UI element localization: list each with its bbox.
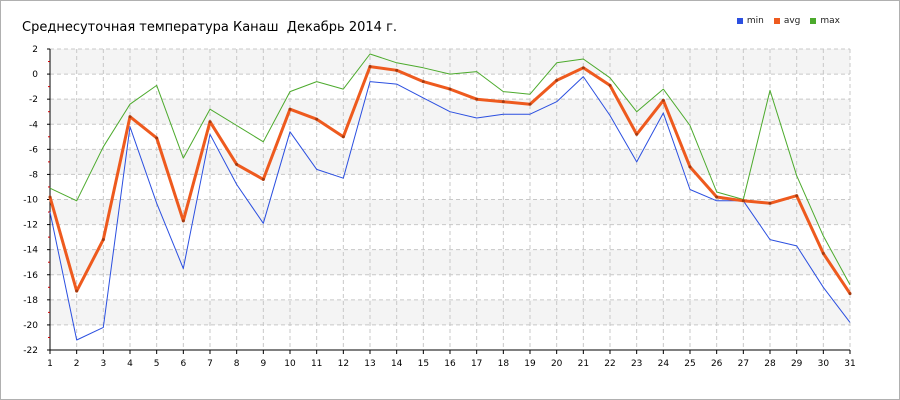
data-point-avg — [181, 219, 185, 223]
data-point-avg — [395, 68, 399, 72]
data-point-avg — [821, 251, 825, 255]
x-tick-label: 28 — [764, 359, 776, 369]
x-tick-label: 10 — [284, 359, 296, 369]
data-point-avg — [581, 66, 585, 70]
x-tick-label: 26 — [711, 359, 723, 369]
x-tick-label: 2 — [74, 359, 80, 369]
y-tick-label: -20 — [23, 321, 38, 331]
data-point-avg — [448, 87, 452, 91]
y-tick-label: -22 — [23, 346, 38, 356]
x-tick-label: 19 — [524, 359, 536, 369]
data-point-avg — [661, 98, 665, 102]
data-point-avg — [715, 195, 719, 199]
y-tick-label: -12 — [23, 221, 38, 231]
data-point-avg — [635, 132, 639, 136]
data-point-avg — [288, 107, 292, 111]
data-point-avg — [741, 199, 745, 203]
data-point-avg — [368, 65, 372, 69]
x-tick-label: 12 — [338, 359, 349, 369]
legend-item-min: min — [736, 16, 764, 26]
y-tick-label: -2 — [29, 95, 38, 105]
data-point-avg — [101, 238, 105, 242]
data-point-avg — [475, 97, 479, 101]
y-tick-label: -14 — [23, 246, 38, 256]
data-point-avg — [208, 120, 212, 124]
data-point-avg — [795, 194, 799, 198]
x-tick-label: 23 — [631, 359, 642, 369]
data-point-avg — [501, 100, 505, 104]
data-point-avg — [75, 289, 79, 293]
data-point-avg — [315, 117, 319, 121]
data-point-avg — [128, 115, 132, 119]
x-tick-label: 13 — [364, 359, 375, 369]
grid-band — [50, 49, 850, 75]
y-tick-label: 2 — [32, 45, 38, 55]
data-point-avg — [48, 195, 52, 199]
x-tick-label: 20 — [551, 359, 563, 369]
x-tick-label: 31 — [844, 359, 855, 369]
y-tick-label: -16 — [23, 271, 38, 281]
x-tick-label: 18 — [498, 359, 510, 369]
legend-label-max: max — [820, 16, 840, 26]
legend-label-min: min — [746, 16, 764, 26]
data-point-avg — [528, 102, 532, 106]
x-tick-label: 24 — [658, 359, 670, 369]
x-tick-label: 29 — [791, 359, 803, 369]
data-point-avg — [155, 136, 159, 140]
x-tick-label: 14 — [391, 359, 403, 369]
legend-item-max: max — [810, 16, 840, 26]
data-point-avg — [848, 292, 852, 296]
data-point-avg — [421, 80, 425, 84]
x-tick-label: 4 — [127, 359, 133, 369]
data-point-avg — [555, 78, 559, 82]
x-tick-label: 25 — [684, 359, 695, 369]
data-point-avg — [608, 83, 612, 87]
legend: min avg max — [736, 16, 840, 26]
x-tick-label: 3 — [100, 359, 106, 369]
y-tick-label: -8 — [29, 170, 38, 180]
x-tick-label: 6 — [180, 359, 186, 369]
x-tick-label: 27 — [738, 359, 749, 369]
x-tick-label: 5 — [154, 359, 160, 369]
legend-swatch-avg — [773, 18, 780, 24]
x-tick-label: 15 — [418, 359, 429, 369]
y-tick-label: -4 — [29, 120, 38, 130]
y-tick-label: 0 — [32, 70, 38, 80]
y-tick-label: -6 — [29, 145, 38, 155]
x-tick-label: 8 — [234, 359, 240, 369]
series-line-min — [49, 76, 851, 341]
data-point-avg — [688, 165, 692, 169]
legend-label-avg: avg — [783, 16, 801, 26]
data-point-avg — [261, 177, 265, 181]
x-tick-label: 22 — [604, 359, 615, 369]
x-tick-label: 7 — [207, 359, 213, 369]
series-line-max — [49, 53, 851, 286]
legend-swatch-max — [810, 18, 817, 24]
legend-item-avg: avg — [773, 16, 801, 26]
x-tick-label: 11 — [311, 359, 322, 369]
x-tick-label: 21 — [578, 359, 589, 369]
y-tick-label: -10 — [23, 196, 38, 206]
x-tick-label: 16 — [444, 359, 456, 369]
x-tick-label: 9 — [260, 359, 266, 369]
x-tick-label: 17 — [471, 359, 482, 369]
data-point-avg — [235, 162, 239, 166]
x-tick-label: 30 — [818, 359, 830, 369]
y-tick-label: -18 — [23, 296, 38, 306]
data-point-avg — [341, 135, 345, 139]
legend-swatch-min — [736, 18, 743, 24]
chart-title: Среднесуточная температура Канаш Декабрь… — [22, 20, 398, 35]
x-tick-label: 1 — [47, 359, 53, 369]
data-point-avg — [768, 201, 772, 205]
